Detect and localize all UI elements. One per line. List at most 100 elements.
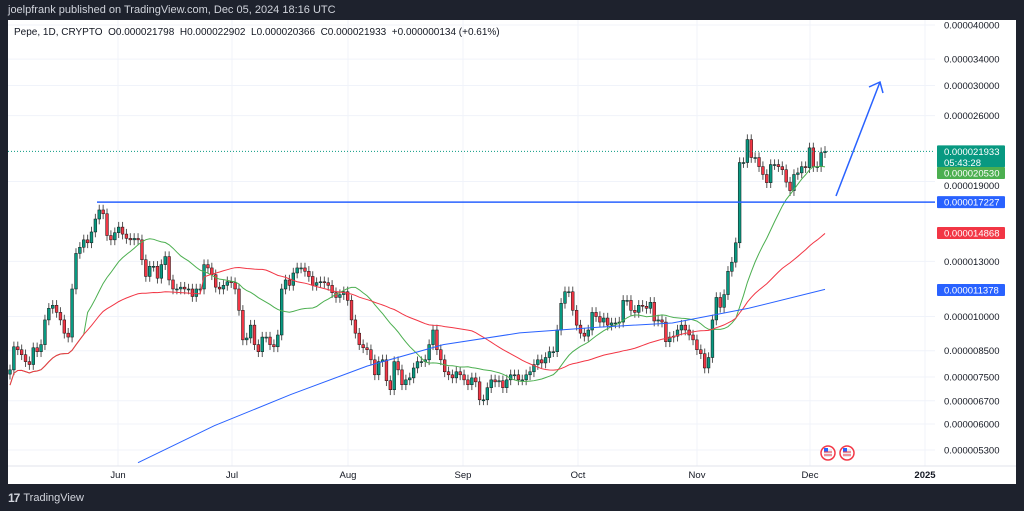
candle-up bbox=[318, 281, 323, 283]
candle-up bbox=[280, 288, 284, 336]
candle-up bbox=[221, 285, 226, 290]
candle-down bbox=[58, 312, 63, 321]
candle-down bbox=[439, 349, 443, 361]
candle-up bbox=[792, 174, 796, 191]
candle-up bbox=[543, 357, 548, 364]
candle-up bbox=[276, 334, 280, 348]
candle-up bbox=[551, 351, 555, 353]
symbol-label[interactable]: Pepe, 1D, CRYPTO bbox=[14, 27, 103, 38]
candle-down bbox=[703, 353, 707, 369]
candle-up bbox=[93, 218, 98, 233]
chart-panel[interactable] bbox=[8, 20, 1016, 484]
candle-down bbox=[120, 226, 125, 235]
candle-down bbox=[516, 374, 521, 381]
candle-down bbox=[691, 334, 695, 341]
candle-down bbox=[252, 324, 257, 345]
candle-down bbox=[144, 259, 148, 277]
ma-20-tag bbox=[937, 167, 1005, 179]
candle-down bbox=[629, 300, 633, 311]
candle-down bbox=[62, 319, 66, 334]
candle-up bbox=[602, 317, 606, 323]
candle-down bbox=[361, 344, 365, 349]
candle-down bbox=[140, 239, 144, 261]
candle-up bbox=[489, 379, 493, 388]
candle-down bbox=[311, 276, 315, 286]
candles bbox=[8, 134, 827, 406]
candle-up bbox=[225, 281, 229, 286]
candle-up bbox=[245, 337, 249, 341]
candle-up bbox=[248, 324, 253, 339]
us-flag-icon[interactable] bbox=[820, 445, 836, 461]
candle-down bbox=[384, 359, 389, 381]
candle-down bbox=[27, 361, 32, 365]
candle-up bbox=[43, 319, 47, 345]
candle-up bbox=[590, 312, 594, 331]
candle-up bbox=[8, 369, 12, 375]
ma-200-tag bbox=[937, 284, 1005, 296]
candle-up bbox=[819, 152, 823, 167]
close-value: C0.000021933 bbox=[320, 27, 387, 38]
candle-up bbox=[299, 267, 303, 270]
candle-down bbox=[287, 279, 292, 286]
candle-up bbox=[559, 303, 563, 331]
candle-down bbox=[124, 233, 129, 239]
candle-down bbox=[19, 349, 24, 355]
candle-up bbox=[97, 209, 101, 220]
candle-up bbox=[314, 282, 319, 286]
candle-up bbox=[408, 377, 412, 381]
candle-down bbox=[664, 321, 668, 343]
candle-down bbox=[803, 166, 808, 168]
candle-up bbox=[454, 371, 458, 379]
candle-down bbox=[214, 274, 218, 288]
candle-down bbox=[718, 297, 722, 308]
horizontal-line-tag bbox=[937, 196, 1005, 209]
candle-down bbox=[606, 317, 610, 326]
candle-up bbox=[295, 267, 299, 274]
candle-down bbox=[501, 380, 505, 388]
candle-down bbox=[353, 319, 358, 334]
candle-up bbox=[613, 322, 618, 325]
candle-down bbox=[450, 374, 455, 379]
candle-down bbox=[190, 288, 195, 297]
y-tick-label: 0.000040000 bbox=[944, 21, 999, 32]
candle-down bbox=[780, 166, 784, 170]
candle-up bbox=[291, 272, 295, 286]
candle-down bbox=[660, 319, 664, 323]
candle-down bbox=[749, 139, 753, 158]
candle-down bbox=[268, 336, 272, 345]
candle-down bbox=[182, 286, 187, 290]
flag-canton bbox=[843, 448, 847, 452]
candle-down bbox=[109, 235, 113, 241]
x-tick-label: Jul bbox=[226, 470, 238, 481]
candle-up bbox=[260, 336, 264, 352]
candle-up bbox=[796, 172, 800, 175]
candle-down bbox=[466, 379, 470, 385]
candle-down bbox=[35, 347, 39, 352]
candle-up bbox=[637, 305, 641, 313]
candle-up bbox=[78, 247, 82, 254]
candle-up bbox=[148, 266, 152, 277]
candle-up bbox=[621, 300, 625, 323]
candle-up bbox=[419, 361, 424, 363]
candle-up bbox=[730, 261, 734, 272]
candle-down bbox=[388, 380, 392, 391]
change-value: +0.000000134 (+0.61%) bbox=[391, 27, 500, 38]
ohlc-legend: Pepe, 1D, CRYPTO O0.000021798 H0.0000229… bbox=[14, 27, 500, 38]
candle-down bbox=[54, 305, 59, 313]
candle-up bbox=[505, 379, 509, 388]
tradingview-brand[interactable]: 17 TradingView bbox=[8, 491, 84, 505]
us-flag-icon[interactable] bbox=[839, 445, 855, 461]
candle-up bbox=[648, 302, 653, 309]
candle-down bbox=[474, 377, 478, 383]
candle-up bbox=[532, 364, 536, 373]
candle-up bbox=[89, 231, 94, 244]
flag-stripes bbox=[843, 449, 851, 457]
candle-down bbox=[761, 166, 765, 175]
y-tick-label: 0.000007500 bbox=[944, 373, 999, 384]
candle-up bbox=[528, 371, 532, 376]
candle-down bbox=[322, 281, 327, 283]
candle-up bbox=[132, 238, 136, 241]
ma-200-tag-text: 0.000011378 bbox=[944, 286, 999, 297]
y-tick-label: 0.000026000 bbox=[944, 111, 999, 122]
